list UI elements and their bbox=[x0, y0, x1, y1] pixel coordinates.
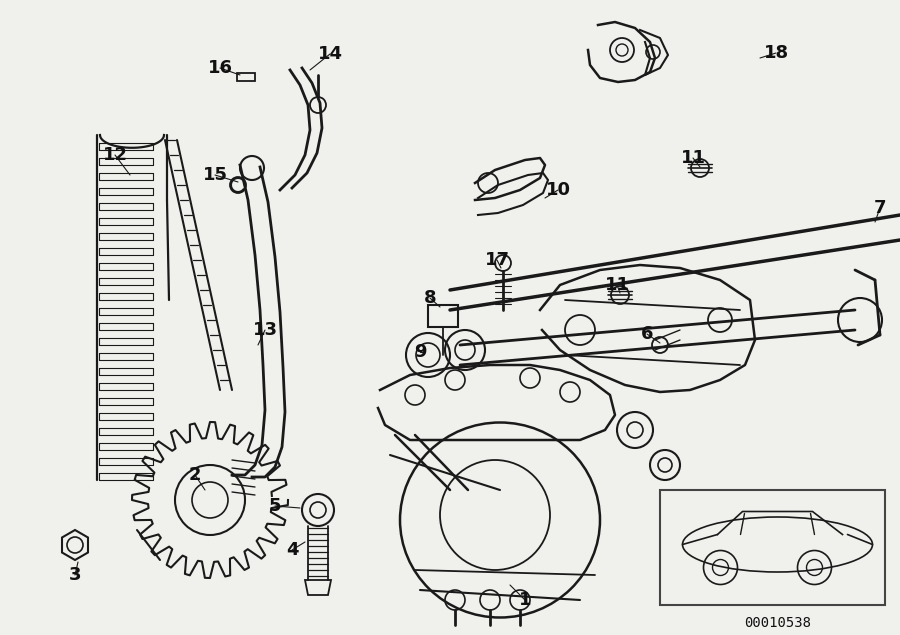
Text: 11: 11 bbox=[605, 276, 629, 294]
Text: 16: 16 bbox=[208, 59, 232, 77]
Text: 14: 14 bbox=[318, 45, 343, 63]
Text: 13: 13 bbox=[253, 321, 277, 339]
Text: 18: 18 bbox=[763, 44, 788, 62]
Text: 4: 4 bbox=[286, 541, 298, 559]
Text: 00010538: 00010538 bbox=[744, 616, 811, 630]
Text: 8: 8 bbox=[424, 289, 436, 307]
Text: 6: 6 bbox=[641, 325, 653, 343]
Text: 7: 7 bbox=[874, 199, 886, 217]
Text: 5: 5 bbox=[269, 497, 281, 515]
Text: 15: 15 bbox=[202, 166, 228, 184]
Bar bbox=[428, 305, 458, 327]
Text: 2: 2 bbox=[189, 466, 202, 484]
Bar bbox=[237, 73, 255, 81]
Text: 9: 9 bbox=[414, 343, 427, 361]
Text: 10: 10 bbox=[545, 181, 571, 199]
Text: 3: 3 bbox=[68, 566, 81, 584]
Text: 12: 12 bbox=[103, 146, 128, 164]
Text: 1: 1 bbox=[518, 591, 531, 609]
Bar bbox=[660, 490, 885, 605]
Text: 17: 17 bbox=[484, 251, 509, 269]
Text: 11: 11 bbox=[680, 149, 706, 167]
